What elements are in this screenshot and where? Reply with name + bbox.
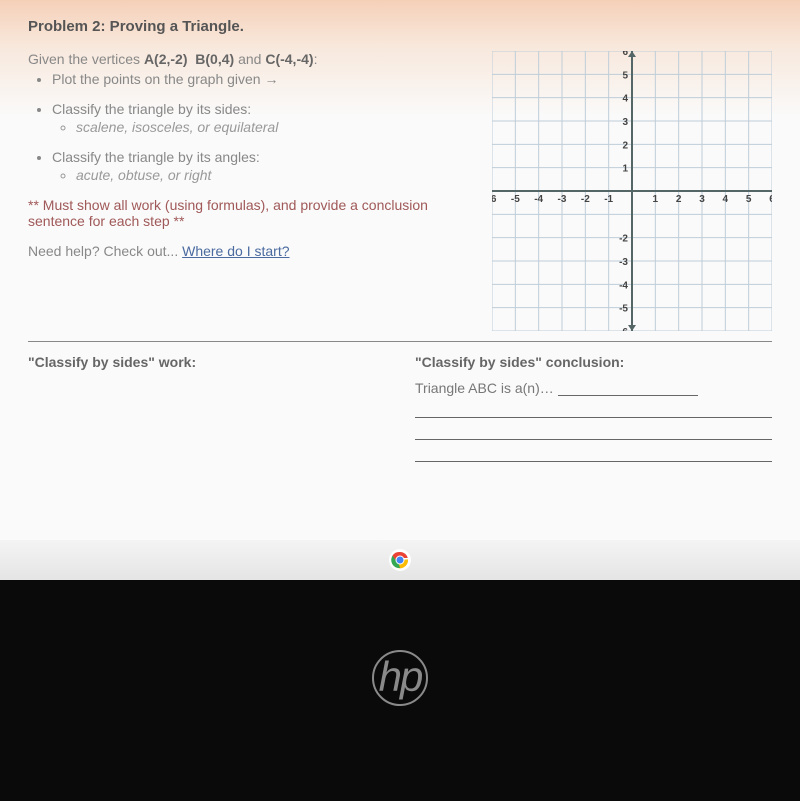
- vertex-a: A(2,-2): [144, 51, 188, 67]
- svg-text:-1: -1: [604, 194, 613, 205]
- task-angles-options: acute, obtuse, or right: [76, 167, 472, 183]
- svg-text:-4: -4: [534, 194, 543, 205]
- chrome-icon[interactable]: [388, 548, 412, 572]
- task-list: Plot the points on the graph given → Cla…: [52, 71, 472, 183]
- work-sides-heading: "Classify by sides" work:: [28, 354, 385, 370]
- laptop-bezel: hp: [0, 580, 800, 801]
- document-viewport: Problem 2: Proving a Triangle. Given the…: [0, 0, 800, 580]
- hp-logo-text: hp: [372, 650, 428, 706]
- svg-text:5: 5: [746, 194, 752, 205]
- svg-text:1: 1: [653, 194, 659, 205]
- help-link[interactable]: Where do I start?: [182, 243, 289, 259]
- coordinate-grid: -6 -5 -4 -3 -2 -1 1 2 3 4 5 6 -6 -5 -4 -3 -2 1 2 3 4 5 6: [492, 51, 772, 331]
- blank-1: [558, 378, 698, 396]
- help-line: Need help? Check out... Where do I start…: [28, 243, 472, 259]
- svg-text:-6: -6: [492, 194, 497, 205]
- conclusion-heading: "Classify by sides" conclusion:: [415, 354, 772, 370]
- svg-text:1: 1: [622, 164, 628, 175]
- svg-text:4: 4: [723, 194, 729, 205]
- work-row: "Classify by sides" work: "Classify by s…: [28, 354, 772, 462]
- grid-svg: -6 -5 -4 -3 -2 -1 1 2 3 4 5 6 -6 -5 -4 -3 -2 1 2 3 4 5 6: [492, 51, 772, 331]
- svg-text:-4: -4: [619, 280, 628, 291]
- svg-text:-3: -3: [619, 257, 628, 268]
- content-row: Given the vertices A(2,-2) B(0,4) and C(…: [28, 51, 772, 331]
- svg-text:3: 3: [699, 194, 705, 205]
- divider: [28, 341, 772, 342]
- blank-2: [415, 400, 772, 418]
- help-prefix: Need help? Check out...: [28, 243, 182, 259]
- blank-4: [415, 444, 772, 462]
- task-sides-label: Classify the triangle by its sides:: [52, 101, 251, 117]
- given-suffix: :: [314, 51, 318, 67]
- svg-text:-2: -2: [619, 234, 628, 245]
- and-text: and: [238, 51, 265, 67]
- problem-text-column: Given the vertices A(2,-2) B(0,4) and C(…: [28, 51, 472, 331]
- hp-logo: hp: [372, 650, 428, 706]
- conclusion-text: Triangle ABC is a(n)…: [415, 380, 554, 396]
- svg-text:2: 2: [676, 194, 682, 205]
- svg-text:-6: -6: [619, 327, 628, 331]
- task-sides-options: scalene, isosceles, or equilateral: [76, 119, 472, 135]
- conclusion-line: Triangle ABC is a(n)…: [415, 374, 772, 396]
- conclusion-col: "Classify by sides" conclusion: Triangle…: [415, 354, 772, 462]
- svg-text:3: 3: [622, 117, 628, 128]
- svg-text:5: 5: [622, 70, 628, 81]
- given-line: Given the vertices A(2,-2) B(0,4) and C(…: [28, 51, 472, 67]
- svg-text:-5: -5: [619, 304, 628, 315]
- task-angles-label: Classify the triangle by its angles:: [52, 149, 260, 165]
- svg-text:6: 6: [622, 51, 628, 58]
- svg-text:2: 2: [622, 140, 628, 151]
- instructions-note: ** Must show all work (using formulas), …: [28, 197, 472, 229]
- problem-title: Problem 2: Proving a Triangle.: [28, 18, 772, 35]
- given-prefix: Given the vertices: [28, 51, 144, 67]
- svg-text:-5: -5: [511, 194, 520, 205]
- task-sides: Classify the triangle by its sides: scal…: [52, 101, 472, 135]
- task-angles: Classify the triangle by its angles: acu…: [52, 149, 472, 183]
- vertex-c: C(-4,-4): [265, 51, 313, 67]
- taskbar[interactable]: [0, 540, 800, 580]
- vertex-b: B(0,4): [195, 51, 234, 67]
- svg-text:4: 4: [622, 94, 628, 105]
- work-sides-col: "Classify by sides" work:: [28, 354, 385, 462]
- svg-text:-2: -2: [581, 194, 590, 205]
- blank-3: [415, 422, 772, 440]
- task-plot: Plot the points on the graph given →: [52, 71, 472, 87]
- svg-text:-3: -3: [558, 194, 567, 205]
- svg-text:6: 6: [769, 194, 772, 205]
